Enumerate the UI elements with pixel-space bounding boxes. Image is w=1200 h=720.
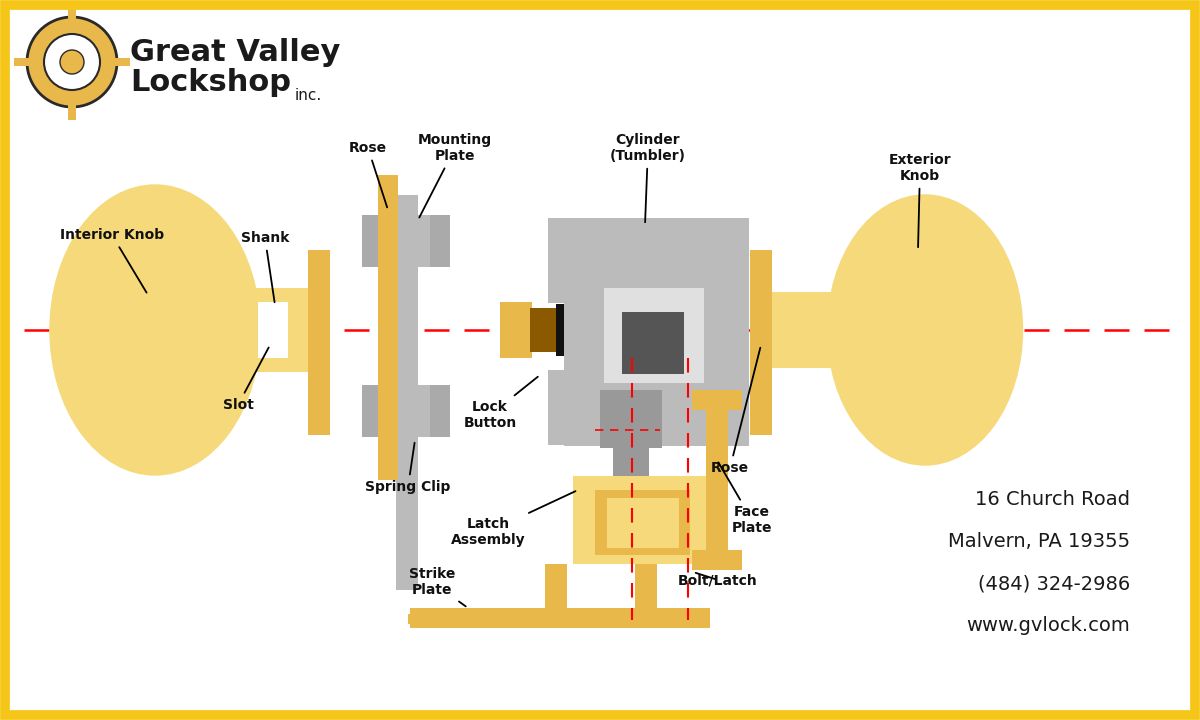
- Text: Latch
Assembly: Latch Assembly: [451, 491, 576, 547]
- Text: Rose: Rose: [349, 141, 388, 207]
- Bar: [308, 250, 330, 435]
- Bar: [548, 218, 748, 303]
- Text: Spring Clip: Spring Clip: [365, 443, 451, 494]
- Text: Cylinder
(Tumbler): Cylinder (Tumbler): [610, 133, 686, 222]
- Bar: [362, 385, 382, 437]
- Bar: [68, 4, 76, 22]
- Text: Interior Knob: Interior Knob: [60, 228, 164, 292]
- Bar: [613, 448, 649, 476]
- Bar: [607, 498, 679, 548]
- Bar: [530, 308, 556, 352]
- Bar: [692, 390, 742, 410]
- Bar: [706, 390, 728, 570]
- Bar: [258, 302, 288, 358]
- Bar: [378, 175, 398, 480]
- Circle shape: [60, 50, 84, 74]
- Bar: [112, 58, 130, 66]
- Bar: [250, 288, 314, 372]
- Bar: [622, 312, 684, 374]
- Bar: [68, 102, 76, 120]
- Text: (484) 324-2986: (484) 324-2986: [978, 574, 1130, 593]
- Text: Face
Plate: Face Plate: [719, 462, 773, 535]
- Text: Lockshop: Lockshop: [130, 68, 292, 97]
- Bar: [14, 58, 32, 66]
- Text: www.gvlock.com: www.gvlock.com: [966, 616, 1130, 635]
- Ellipse shape: [50, 185, 260, 475]
- Text: Rose: Rose: [710, 348, 761, 475]
- Bar: [362, 215, 382, 267]
- Ellipse shape: [828, 195, 1022, 465]
- Bar: [410, 608, 492, 628]
- Text: Slot: Slot: [222, 348, 269, 412]
- Circle shape: [28, 17, 118, 107]
- Bar: [545, 564, 568, 610]
- Text: Shank: Shank: [241, 231, 289, 302]
- Bar: [600, 390, 662, 448]
- Bar: [500, 302, 532, 358]
- Bar: [408, 614, 418, 624]
- Text: Strike
Plate: Strike Plate: [409, 567, 466, 606]
- Bar: [362, 215, 450, 267]
- Bar: [396, 195, 418, 590]
- Bar: [548, 370, 748, 445]
- Bar: [574, 476, 710, 564]
- Bar: [772, 292, 838, 368]
- Bar: [362, 385, 450, 437]
- Bar: [635, 564, 658, 610]
- Text: Malvern, PA 19355: Malvern, PA 19355: [948, 532, 1130, 551]
- Text: Lock
Button: Lock Button: [463, 377, 538, 430]
- Text: inc.: inc.: [295, 88, 323, 103]
- Text: Exterior
Knob: Exterior Knob: [889, 153, 952, 247]
- Bar: [692, 550, 742, 570]
- Bar: [750, 250, 772, 435]
- Text: Great Valley: Great Valley: [130, 38, 341, 67]
- Bar: [604, 288, 704, 383]
- Bar: [556, 304, 564, 356]
- Bar: [430, 215, 450, 267]
- Bar: [564, 218, 749, 446]
- Bar: [430, 385, 450, 437]
- Bar: [490, 608, 710, 628]
- Bar: [595, 490, 690, 555]
- Text: 16 Church Road: 16 Church Road: [974, 490, 1130, 509]
- Text: Bolt/Latch: Bolt/Latch: [678, 573, 758, 587]
- Circle shape: [44, 34, 100, 90]
- Text: Mounting
Plate: Mounting Plate: [418, 133, 492, 217]
